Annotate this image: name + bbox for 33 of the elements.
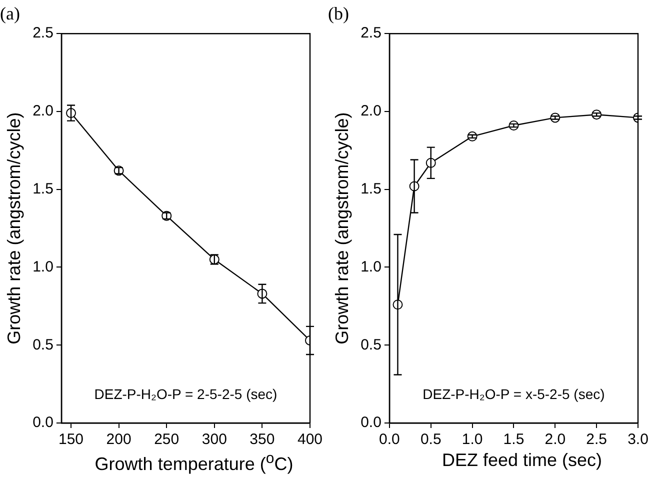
y-axis-title: Growth rate (angstrom/cycle) [332, 112, 352, 344]
x-tick-label: 250 [154, 431, 180, 448]
chart-title: (b) [328, 4, 349, 24]
y-tick-label: 2.5 [32, 24, 54, 42]
x-tick-label: 400 [297, 431, 323, 448]
y-tick-label: 0.0 [32, 414, 54, 432]
x-tick-label: 200 [106, 431, 132, 448]
chart-title: (a) [0, 4, 20, 24]
x-tick-label: 1.0 [462, 431, 483, 448]
y-tick-label: 0.5 [360, 336, 382, 354]
x-tick-label: 150 [58, 431, 84, 448]
y-tick-label: 1.0 [360, 258, 382, 276]
y-tick-label: 0.0 [360, 414, 382, 432]
y-tick-label: 2.0 [360, 102, 382, 120]
x-axis-title: Growth temperature ($^{o}$C) [94, 450, 294, 475]
x-tick-label: 1.5 [503, 431, 524, 448]
annotation: DEZ-P-H₂O-P = 2-5-2-5 (sec) [94, 386, 278, 402]
x-tick-label: 0.0 [379, 431, 400, 448]
x-tick-label: 0.5 [420, 431, 442, 448]
x-tick-label: 3.0 [628, 431, 648, 448]
y-tick-label: 1.5 [32, 180, 54, 198]
y-tick-label: 2.5 [360, 24, 382, 42]
y-axis-title: Growth rate (angstrom/cycle) [4, 112, 24, 344]
x-axis-title: DEZ feed time (sec) [440, 450, 604, 471]
x-tick-label: 350 [250, 431, 275, 448]
y-tick-label: 2.0 [32, 102, 54, 120]
x-tick-label: 2.5 [586, 431, 608, 448]
y-tick-label: 0.5 [32, 336, 54, 354]
annotation: DEZ-P-H₂O-P = x-5-2-5 (sec) [422, 386, 605, 402]
y-tick-label: 1.0 [32, 258, 54, 276]
x-tick-label: 2.0 [544, 431, 566, 448]
y-tick-label: 1.5 [360, 180, 382, 198]
x-tick-label: 300 [202, 431, 227, 448]
